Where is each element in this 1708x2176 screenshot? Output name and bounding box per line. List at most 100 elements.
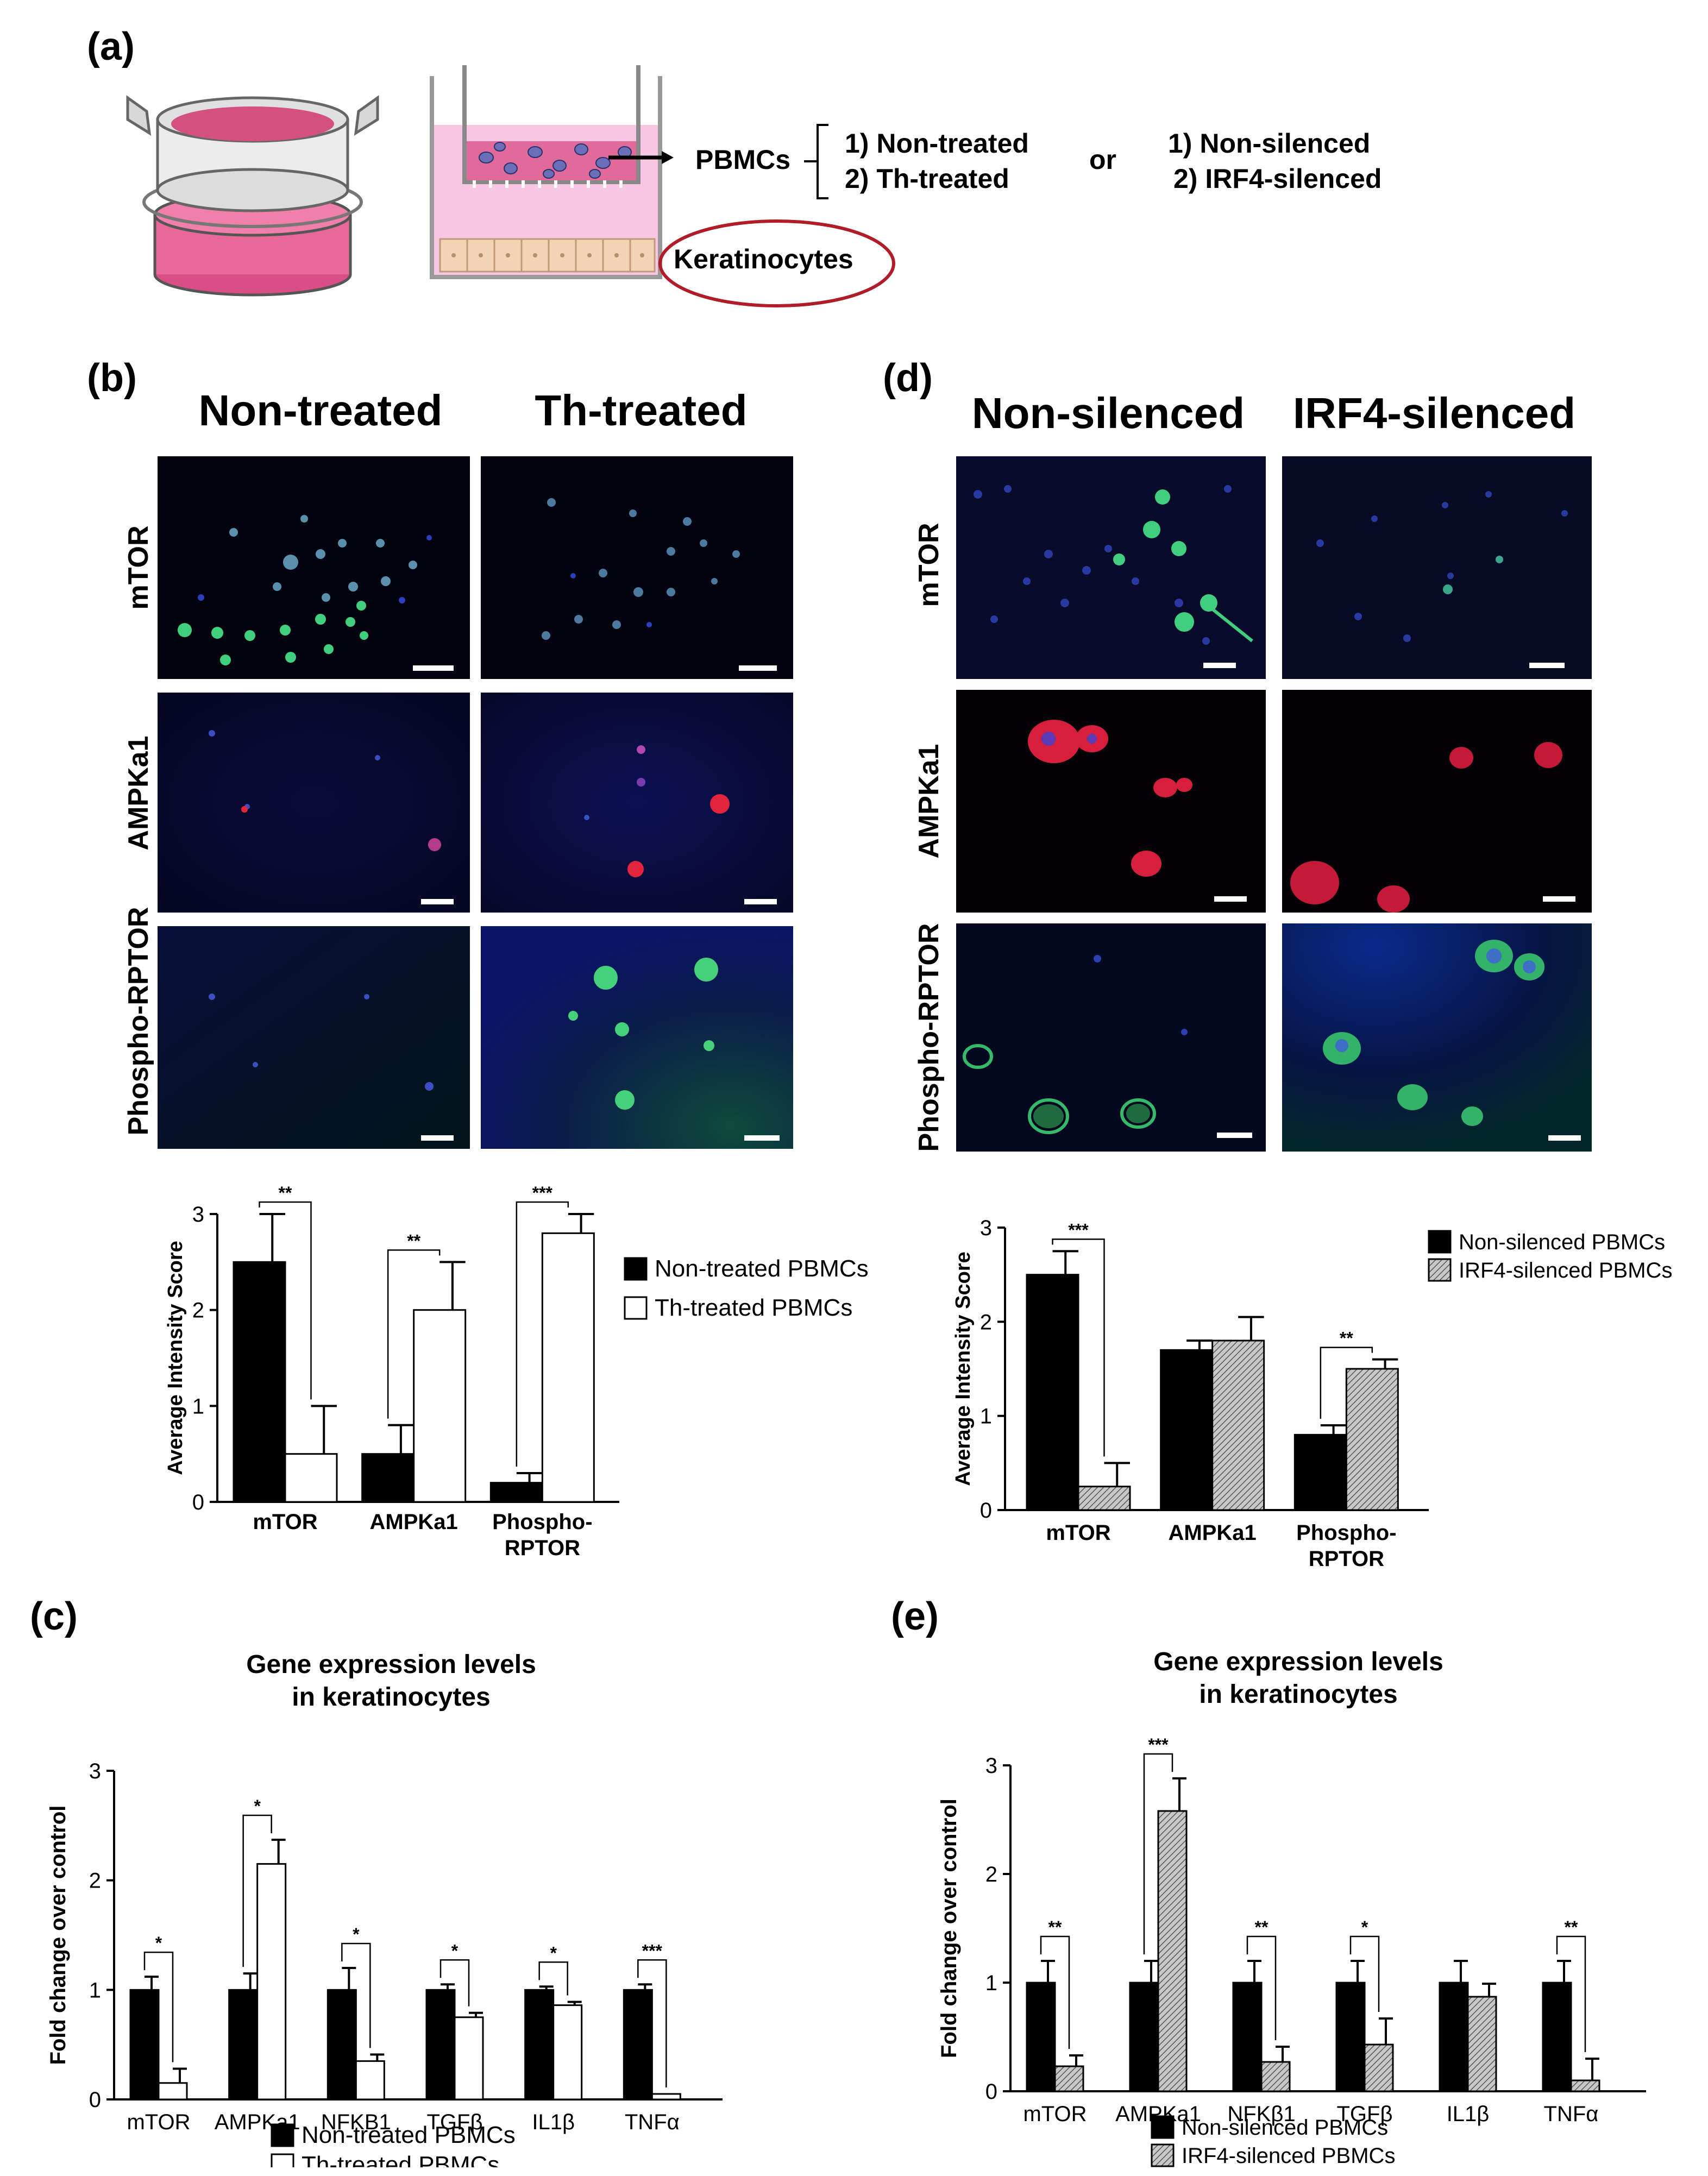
row-heading-phospho-rptor: Phospho-RPTOR [123,907,154,1136]
micrograph-d-phospho-rptor-irf4-silenced [1282,923,1592,1152]
bar [524,1989,555,2100]
y-tick-label: 2 [985,1863,997,1886]
category-label: mTOR [127,2110,190,2134]
category-label: NFKB1 [321,2110,391,2134]
bar [1026,1274,1079,1511]
bar [1054,2065,1084,2092]
y-tick-label: 0 [89,2088,101,2112]
significance-bracket [637,1959,667,2087]
significance-marker: ** [407,1231,420,1250]
scale-bar [739,665,777,671]
bar [1160,1349,1214,1511]
significance-bracket [387,1249,441,1419]
bar [425,1989,456,2100]
panel-label-d: (d) [883,356,933,400]
category-label: Phospho- [492,1510,592,1534]
column-heading-irf4-silenced: IRF4-silenced [1292,389,1576,437]
option-non-treated: 1) Non-treated [845,128,1029,159]
legend-label: Non-silenced PBMCs [1459,1230,1665,1254]
bar [284,1453,338,1503]
bar [489,1482,543,1503]
y-axis-label: Average Intensity Score [952,1251,975,1486]
chart-c-gene-expression: Gene expression levels in keratinocytes 0 1… [46,1650,723,2167]
bar [1260,2061,1291,2092]
legend-label: Non-treated PBMCs [655,1255,869,1282]
transwell-dish-illustration [125,60,380,304]
legend-swatch [1151,2143,1175,2167]
micrograph-b-phospho-rptor-non-treated [158,926,470,1149]
column-heading-non-treated: Non-treated [198,386,443,435]
category-label: TNFα [625,2110,680,2134]
y-tick-label: 1 [985,1971,997,1995]
legend-swatch [271,2153,294,2167]
scale-bar [1529,663,1565,668]
or-label: or [1089,144,1116,175]
bar [361,1453,415,1503]
bar [228,1989,259,2100]
scale-bar [1214,896,1247,902]
micrograph-b-ampka1-non-treated [158,693,470,913]
keratinocytes-label: Keratinocytes [674,244,853,274]
significance-marker: ** [279,1183,292,1203]
bar [233,1261,286,1503]
y-tick-label: 2 [89,1869,101,1893]
significance-bracket [259,1201,312,1400]
scale-bar [1217,1133,1252,1138]
y-tick-label: 3 [192,1203,204,1227]
bar [129,1989,160,2100]
bar [158,2082,188,2100]
y-tick-label: 1 [89,1978,101,2002]
micrograph-d-ampka1-non-silenced [956,690,1266,913]
micrograph-d-mtor-irf4-silenced [1282,456,1592,679]
significance-bracket [1349,1935,1380,2012]
significance-bracket [1556,1935,1586,2052]
chart-title: Gene expression levels [1153,1647,1443,1676]
significance-bracket [1143,1753,1173,1954]
legend-label: IRF4-silenced PBMCs [1459,1259,1672,1282]
bar [1157,1810,1188,2092]
micrograph-b-mtor-non-treated [158,456,470,679]
options-bracket [804,124,828,199]
bar [1129,1982,1159,2092]
significance-marker: ** [1565,1917,1578,1937]
transwell-cross-section [418,65,674,288]
significance-marker: * [550,1943,557,1963]
micrograph-b-mtor-th-treated [481,456,793,679]
legend-label: IRF4-silenced PBMCs [1182,2144,1395,2167]
y-tick-label: 1 [192,1394,204,1418]
bar [1364,2043,1394,2092]
significance-bracket [538,1961,568,1996]
bar [623,1989,653,2100]
significance-marker: * [451,1941,459,1960]
y-tick-label: 0 [980,1499,992,1523]
chart-title: Gene expression levels [246,1650,536,1679]
bar [1026,1982,1056,2092]
significance-marker: ** [1255,1917,1269,1937]
significance-bracket [1320,1347,1373,1419]
bar [552,2004,583,2100]
legend-swatch [1428,1258,1452,1282]
option-th-treated: 2) Th-treated [845,163,1009,194]
bar [1542,1982,1572,2092]
scale-bar [1548,1135,1581,1141]
significance-bracket [1052,1238,1105,1457]
significance-marker: * [254,1796,261,1816]
category-label: RPTOR [1309,1547,1384,1571]
category-label: TGFβ [427,2110,483,2134]
bar [1335,1982,1366,2092]
y-axis-label: Fold change over control [937,1798,961,2058]
significance-bracket [143,1951,174,2062]
significance-marker: *** [1148,1735,1169,1754]
bar [1232,1982,1263,2092]
category-label: Phospho- [1296,1521,1396,1545]
legend-label: Non-treated PBMCs [302,2122,516,2148]
keratinocytes-ellipse [658,219,895,307]
significance-bracket [439,1959,470,2007]
legend-label: Th-treated PBMCs [655,1294,852,1321]
legend-label: Non-silenced PBMCs [1182,2116,1388,2140]
column-heading-non-silenced: Non-silenced [971,389,1245,437]
legend-swatch [271,2123,294,2147]
category-label: mTOR [1046,1521,1110,1545]
bar [256,1863,287,2100]
